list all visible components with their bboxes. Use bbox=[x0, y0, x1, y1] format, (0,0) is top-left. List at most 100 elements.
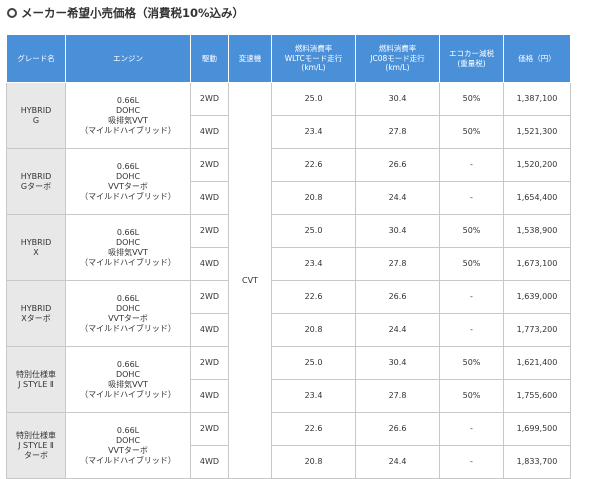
grade-line: J STYLE Ⅱ bbox=[18, 440, 54, 450]
wltc-cell: 22.6 bbox=[271, 148, 356, 182]
grade-cell: HYBRID Gターボ bbox=[6, 148, 66, 215]
header-eco-line: エコカー減税 bbox=[449, 49, 494, 59]
eco-cell: - bbox=[439, 445, 504, 479]
wltc-cell: 23.4 bbox=[271, 247, 356, 281]
drive-cell: 4WD bbox=[190, 379, 229, 413]
header-wltc-line: 燃料消費率 bbox=[294, 44, 333, 54]
table-row: HYBRID X 0.66L DOHC 吸排気VVT （マイルドハイブリッド） 2WD 25.… bbox=[6, 214, 571, 281]
table-row: 4WD 23.4 27.8 50% 1,521,300 bbox=[7, 115, 571, 149]
header-eco: エコカー減税 (重量税) bbox=[439, 34, 504, 83]
jc08-cell: 30.4 bbox=[355, 214, 440, 248]
grade-line: 特別仕様車 bbox=[16, 369, 56, 379]
grade-cell: HYBRID G bbox=[6, 82, 66, 149]
header-transmission: 変速機 bbox=[228, 34, 272, 83]
eco-cell: - bbox=[439, 181, 504, 215]
header-jc08-line: 燃料消費率 bbox=[378, 44, 417, 54]
engine-line: 0.66L bbox=[116, 425, 140, 435]
wltc-cell: 23.4 bbox=[271, 379, 356, 413]
eco-cell: - bbox=[439, 148, 504, 182]
engine-line: VVTターボ bbox=[108, 181, 148, 191]
eco-cell: 50% bbox=[439, 214, 504, 248]
engine-line: 0.66L bbox=[116, 359, 140, 369]
wltc-cell: 20.8 bbox=[271, 445, 356, 479]
price-cell: 1,654,400 bbox=[503, 181, 571, 215]
header-wltc-line: WLTCモード走行 bbox=[284, 53, 343, 63]
grade-line: HYBRID bbox=[20, 171, 52, 181]
header-wltc-line: (km/L) bbox=[301, 63, 326, 73]
jc08-cell: 24.4 bbox=[355, 181, 440, 215]
wltc-cell: 25.0 bbox=[271, 346, 356, 380]
price-cell: 1,520,200 bbox=[503, 148, 571, 182]
drive-cell: 4WD bbox=[190, 247, 229, 281]
grade-line: J STYLE Ⅱ bbox=[18, 379, 54, 389]
price-cell: 1,755,600 bbox=[503, 379, 571, 413]
wltc-cell: 23.4 bbox=[271, 115, 356, 149]
header-grade: グレード名 bbox=[6, 34, 66, 83]
price-cell: 1,699,500 bbox=[503, 412, 571, 446]
header-drive: 駆動 bbox=[190, 34, 229, 83]
engine-line: （マイルドハイブリッド） bbox=[80, 455, 176, 465]
grade-line: Gターボ bbox=[20, 181, 52, 191]
drive-cell: 2WD bbox=[190, 280, 229, 314]
price-cell: 1,833,700 bbox=[503, 445, 571, 479]
drive-cell: 4WD bbox=[190, 115, 229, 149]
table-body: HYBRID G 0.66L DOHC 吸排気VVT （マイルドハイブリッド） 2WD CVT… bbox=[6, 82, 571, 479]
price-cell: 1,538,900 bbox=[503, 214, 571, 248]
jc08-cell: 30.4 bbox=[355, 82, 440, 116]
eco-cell: 50% bbox=[439, 247, 504, 281]
engine-line: 0.66L bbox=[116, 95, 140, 105]
engine-cell: 0.66L DOHC VVTターボ （マイルドハイブリッド） bbox=[65, 412, 191, 479]
grade-line: X bbox=[33, 247, 39, 257]
jc08-cell: 26.6 bbox=[355, 412, 440, 446]
table-row: 4WD 20.8 24.4-1,773,200 bbox=[7, 313, 571, 347]
engine-line: 吸排気VVT bbox=[108, 115, 148, 125]
header-wltc: 燃料消費率 WLTCモード走行 (km/L) bbox=[271, 34, 356, 83]
table-row: HYBRID Xターボ 0.66L DOHC VVTターボ （マイルドハイブリッド） 2WD… bbox=[6, 280, 571, 347]
wltc-cell: 20.8 bbox=[271, 313, 356, 347]
eco-cell: 50% bbox=[439, 346, 504, 380]
price-cell: 1,639,000 bbox=[503, 280, 571, 314]
table-row: HYBRID Gターボ 0.66L DOHC VVTターボ （マイルドハイブリッド） 2WD… bbox=[6, 148, 571, 215]
grade-line: Xターボ bbox=[21, 313, 51, 323]
grade-cell: 特別仕様車 J STYLE Ⅱ ターボ bbox=[6, 412, 66, 479]
drive-cell: 2WD bbox=[190, 214, 229, 248]
header-jc08-line: (km/L) bbox=[385, 63, 410, 73]
engine-line: DOHC bbox=[115, 171, 141, 181]
engine-line: 吸排気VVT bbox=[108, 379, 148, 389]
price-cell: 1,773,200 bbox=[503, 313, 571, 347]
grade-cell: 特別仕様車 J STYLE Ⅱ bbox=[6, 346, 66, 413]
header-jc08-line: JC08モード走行 bbox=[370, 53, 425, 63]
grade-line: HYBRID bbox=[20, 237, 52, 247]
table-row: 4WD 23.4 27.8 50% 1,673,100 bbox=[7, 247, 571, 281]
grade-cell: HYBRID X bbox=[6, 214, 66, 281]
table-row: 特別仕様車 J STYLE Ⅱ 0.66L DOHC 吸排気VVT （マイルドハイブリッド… bbox=[6, 346, 571, 413]
header-engine: エンジン bbox=[65, 34, 191, 83]
wltc-cell: 25.0 bbox=[271, 82, 356, 116]
grade-line: 特別仕様車 bbox=[16, 430, 56, 440]
section-heading: メーカー希望小売価格（消費税10%込み） bbox=[7, 4, 244, 22]
engine-line: DOHC bbox=[115, 237, 141, 247]
engine-cell: 0.66L DOHC 吸排気VVT （マイルドハイブリッド） bbox=[65, 214, 191, 281]
jc08-cell: 27.8 bbox=[355, 247, 440, 281]
grade-line: HYBRID bbox=[20, 105, 52, 115]
engine-cell: 0.66L DOHC 吸排気VVT （マイルドハイブリッド） bbox=[65, 82, 191, 149]
jc08-cell: 27.8 bbox=[355, 115, 440, 149]
eco-cell: 50% bbox=[439, 379, 504, 413]
engine-line: 0.66L bbox=[116, 293, 140, 303]
wltc-cell: 25.0 bbox=[271, 214, 356, 248]
wltc-cell: 20.8 bbox=[271, 181, 356, 215]
engine-line: 0.66L bbox=[116, 161, 140, 171]
engine-line: VVTターボ bbox=[108, 445, 148, 455]
transmission-cell: CVT bbox=[228, 82, 272, 479]
table-row: HYBRID G 0.66L DOHC 吸排気VVT （マイルドハイブリッド） 2WD CVT… bbox=[6, 82, 571, 479]
price-cell: 1,673,100 bbox=[503, 247, 571, 281]
engine-line: DOHC bbox=[115, 303, 141, 313]
drive-cell: 2WD bbox=[190, 82, 229, 116]
jc08-cell: 24.4 bbox=[355, 445, 440, 479]
drive-cell: 2WD bbox=[190, 148, 229, 182]
jc08-cell: 27.8 bbox=[355, 379, 440, 413]
price-cell: 1,521,300 bbox=[503, 115, 571, 149]
engine-line: DOHC bbox=[115, 105, 141, 115]
drive-cell: 4WD bbox=[190, 445, 229, 479]
engine-line: （マイルドハイブリッド） bbox=[80, 389, 176, 399]
